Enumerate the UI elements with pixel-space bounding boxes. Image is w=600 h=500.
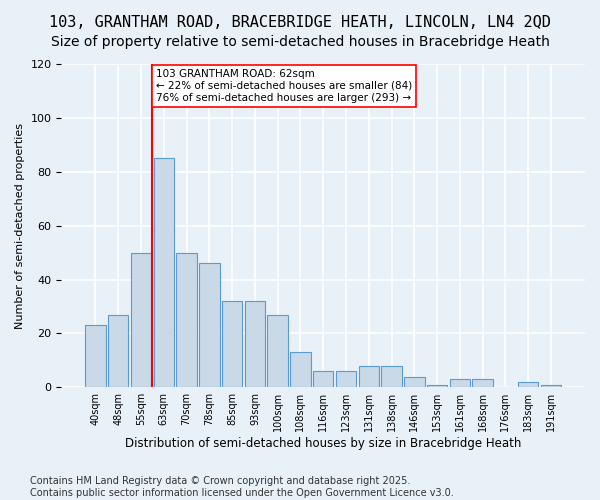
Text: Contains HM Land Registry data © Crown copyright and database right 2025.
Contai: Contains HM Land Registry data © Crown c… xyxy=(30,476,454,498)
Bar xyxy=(268,314,288,388)
Bar xyxy=(472,379,493,388)
X-axis label: Distribution of semi-detached houses by size in Bracebridge Heath: Distribution of semi-detached houses by … xyxy=(125,437,521,450)
Bar xyxy=(427,384,448,388)
Bar xyxy=(108,314,128,388)
Y-axis label: Number of semi-detached properties: Number of semi-detached properties xyxy=(15,122,25,328)
Text: 103, GRANTHAM ROAD, BRACEBRIDGE HEATH, LINCOLN, LN4 2QD: 103, GRANTHAM ROAD, BRACEBRIDGE HEATH, L… xyxy=(49,15,551,30)
Bar xyxy=(449,379,470,388)
Bar xyxy=(131,252,151,388)
Bar xyxy=(381,366,402,388)
Bar xyxy=(359,366,379,388)
Bar xyxy=(245,301,265,388)
Text: Size of property relative to semi-detached houses in Bracebridge Heath: Size of property relative to semi-detach… xyxy=(50,35,550,49)
Bar xyxy=(336,371,356,388)
Bar xyxy=(222,301,242,388)
Bar xyxy=(313,371,334,388)
Bar xyxy=(541,384,561,388)
Text: 103 GRANTHAM ROAD: 62sqm
← 22% of semi-detached houses are smaller (84)
76% of s: 103 GRANTHAM ROAD: 62sqm ← 22% of semi-d… xyxy=(156,70,412,102)
Bar xyxy=(176,252,197,388)
Bar xyxy=(518,382,538,388)
Bar xyxy=(154,158,174,388)
Bar xyxy=(404,376,425,388)
Bar xyxy=(85,326,106,388)
Bar xyxy=(290,352,311,388)
Bar xyxy=(199,264,220,388)
